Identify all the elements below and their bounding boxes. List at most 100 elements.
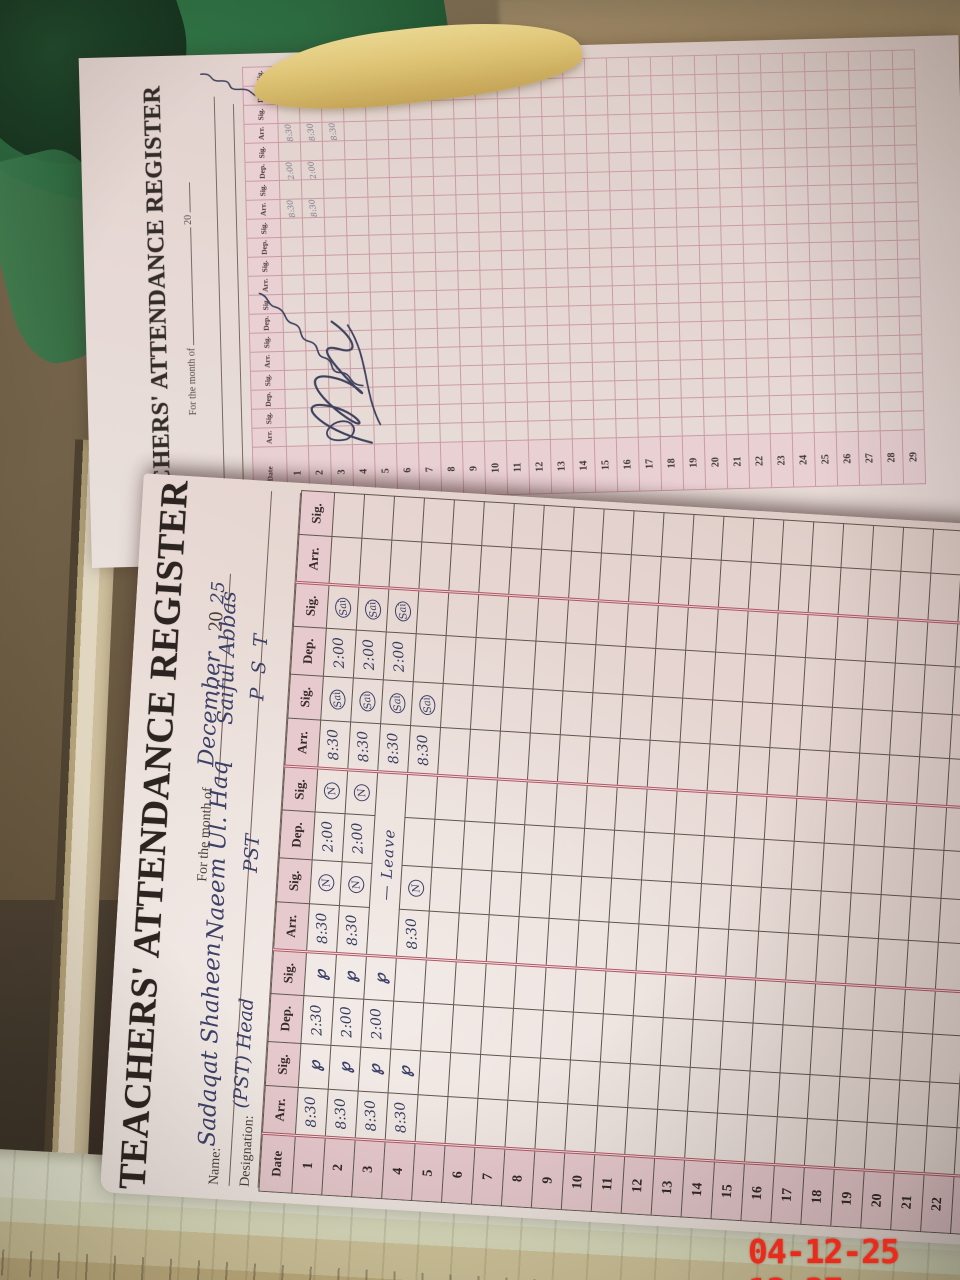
empty-cell	[541, 115, 565, 136]
empty-cell	[739, 110, 763, 131]
empty-cell	[808, 223, 832, 243]
empty-cell	[630, 151, 654, 172]
signature-cell: N	[345, 769, 378, 816]
arrival-time: 8:30	[343, 913, 362, 946]
empty-cell	[545, 248, 568, 269]
arrival-cell	[935, 942, 960, 992]
date-cell: 20	[860, 1170, 895, 1230]
empty-cell	[851, 183, 875, 204]
empty-cell	[701, 339, 725, 360]
signature-cell	[739, 701, 773, 748]
empty-cell	[543, 191, 567, 212]
empty-cell	[549, 400, 572, 421]
empty-cell	[543, 172, 566, 193]
empty-cell	[740, 148, 764, 169]
teacher-name: Naeem Ul. Haq	[202, 760, 234, 941]
column-header: Arr.	[296, 534, 332, 585]
empty-cell	[789, 337, 813, 358]
empty-cell	[699, 244, 722, 265]
signature-cell	[693, 975, 726, 1022]
empty-cell	[483, 402, 506, 423]
empty-cell	[700, 282, 723, 303]
empty-cell	[857, 392, 880, 413]
empty-cell	[637, 417, 661, 438]
signature-cell	[902, 988, 936, 1035]
departure-cell	[420, 1002, 454, 1053]
empty-cell	[784, 147, 808, 168]
empty-cell	[720, 206, 743, 226]
departure-cell	[720, 1021, 754, 1071]
empty-cell	[502, 307, 526, 327]
empty-cell	[615, 399, 638, 419]
departure-cell	[562, 642, 596, 693]
empty-cell	[481, 501, 515, 548]
date-cell: 18	[800, 1166, 835, 1227]
departure-cell	[551, 826, 585, 877]
empty-cell	[827, 89, 850, 110]
signature-cell	[895, 619, 928, 665]
empty-cell	[703, 415, 727, 436]
empty-cell	[344, 140, 367, 160]
departure-cell	[712, 652, 746, 702]
signature-cell: Sai	[350, 678, 384, 724]
arrival-time: 8:30	[332, 1097, 350, 1130]
empty-cell	[520, 154, 544, 175]
camera-timestamp: 04-12-25 12:37	[748, 1232, 900, 1280]
arrival-cell	[796, 749, 830, 800]
empty-cell	[500, 212, 523, 232]
faint-departure-time: 2:00	[306, 160, 319, 180]
empty-cell	[741, 167, 764, 188]
empty-cell	[511, 503, 545, 550]
empty-cell	[613, 323, 636, 343]
empty-cell	[654, 208, 677, 228]
departure-cell	[940, 850, 960, 901]
empty-cell	[834, 355, 857, 375]
empty-cell	[833, 317, 856, 338]
empty-cell	[811, 337, 835, 357]
arrival-cell	[426, 911, 460, 961]
departure-time: 2:00	[319, 820, 337, 853]
faint-arrival-time: 8:30	[305, 122, 318, 142]
empty-cell	[302, 236, 326, 256]
signature-cell	[745, 609, 779, 656]
empty-cell	[680, 378, 704, 399]
empty-cell	[585, 95, 608, 116]
empty-cell	[748, 562, 782, 612]
departure-cell	[660, 1017, 694, 1068]
arrival-cell: 8:30	[325, 1089, 359, 1139]
empty-cell	[570, 362, 593, 382]
empty-cell	[698, 225, 722, 246]
arrival-cell	[714, 1113, 748, 1163]
departure-cell	[750, 1023, 783, 1073]
empty-cell	[856, 373, 880, 394]
empty-cell	[723, 320, 746, 340]
empty-cell	[545, 267, 569, 288]
empty-cell	[524, 306, 548, 327]
empty-cell	[810, 299, 834, 319]
departure-time: 2:00	[338, 1006, 356, 1039]
empty-cell	[751, 518, 784, 564]
empty-cell	[434, 213, 457, 234]
faint-arrival-time: 8:30	[327, 121, 340, 142]
empty-cell	[894, 125, 917, 146]
empty-cell	[497, 117, 521, 137]
empty-cell	[592, 380, 616, 401]
empty-cell	[810, 280, 833, 300]
signature-cell: ℘	[388, 1048, 421, 1095]
empty-cell	[721, 244, 744, 264]
empty-cell	[681, 397, 704, 418]
empty-cell	[391, 252, 414, 273]
departure-time: 2:00	[330, 637, 349, 670]
empty-cell	[566, 210, 589, 230]
empty-cell	[873, 183, 897, 203]
empty-cell	[900, 527, 934, 574]
empty-cell	[454, 137, 477, 157]
empty-cell	[769, 395, 792, 415]
arrival-cell	[516, 916, 550, 967]
signature-mark: ℘	[309, 968, 330, 982]
signature-cell	[638, 879, 672, 926]
empty-cell	[679, 340, 703, 361]
signature-cell: Sai	[380, 679, 414, 726]
date-cell: 21	[726, 434, 750, 489]
empty-cell	[388, 540, 422, 590]
